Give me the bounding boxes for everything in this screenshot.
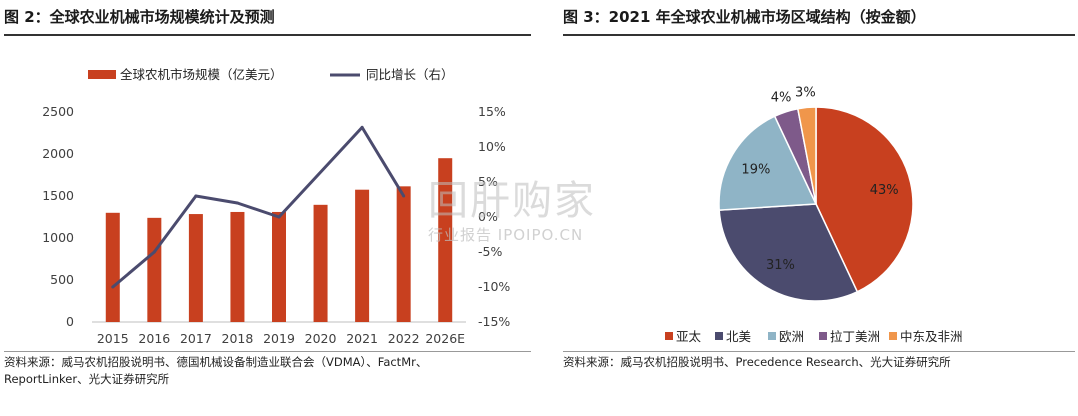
y2-tick-label: -10% xyxy=(478,279,510,294)
right-figure-title: 图 3：2021 年全球农业机械市场区域结构（按金额） xyxy=(563,8,926,26)
pie-value-label: 43% xyxy=(870,183,899,198)
right-source-line: 资料来源：威马农机招股说明书、Precedence Research、光大证券研… xyxy=(563,355,951,369)
x-tick-label: 2022 xyxy=(388,331,420,346)
market-size-chart: 全球农机市场规模（亿美元） 同比增长（右） 0 500 1000 1500 2000 2500… xyxy=(42,67,510,346)
pie-slice-2 xyxy=(718,115,818,211)
pie-slice-4 xyxy=(796,106,817,205)
bar-2018 xyxy=(230,211,245,322)
bar-2022 xyxy=(396,186,411,322)
x-tick-label: 2015 xyxy=(97,331,129,346)
y-tick-label: 1500 xyxy=(42,188,74,203)
left-title-rule xyxy=(4,34,531,36)
growth-point-2022 xyxy=(402,194,406,198)
x-tick-label: 2019 xyxy=(263,331,295,346)
legend-bar-swatch xyxy=(88,70,116,79)
y2-tick-label: -15% xyxy=(478,314,510,329)
x-tick-label: 2018 xyxy=(222,331,254,346)
pie-legend-swatch xyxy=(715,332,723,340)
pie-value-label: 19% xyxy=(741,162,770,177)
chart-legend: 全球农机市场规模（亿美元） 同比增长（右） xyxy=(88,67,454,82)
pie-slice-1 xyxy=(718,203,859,302)
y-tick-label: 2000 xyxy=(42,146,74,161)
pie-legend-label: 北美 xyxy=(726,329,751,344)
left-source-line-2: ReportLinker、光大证券研究所 xyxy=(4,372,170,386)
pie-legend: 亚太 北美 欧洲 拉丁美洲 中东及非洲 xyxy=(665,329,963,344)
pie-legend-label: 中东及非洲 xyxy=(900,329,963,344)
bar-2016 xyxy=(147,217,162,322)
y2-tick-label: 10% xyxy=(478,139,506,154)
pie-value-label: 31% xyxy=(766,258,795,273)
pie-legend-swatch xyxy=(889,332,897,340)
growth-point-2016 xyxy=(152,250,156,254)
pie-legend-swatch xyxy=(819,332,827,340)
y-tick-label: 2500 xyxy=(42,104,74,119)
growth-point-2019 xyxy=(277,215,281,219)
bar-2017 xyxy=(188,214,203,322)
pie-value-label: 4% xyxy=(771,91,792,106)
y2-tick-label: 0% xyxy=(478,209,498,224)
y2-tick-label: -5% xyxy=(478,244,502,259)
bar-2020 xyxy=(313,204,328,322)
y-tick-label: 500 xyxy=(50,272,74,287)
growth-point-2018 xyxy=(235,201,239,205)
region-share-chart: 43% 31% 19% 4% 3% 亚太 北美 欧洲 拉丁美洲 中东及非洲 xyxy=(665,86,963,344)
growth-point-2017 xyxy=(194,194,198,198)
bar-2019 xyxy=(272,211,286,322)
y-tick-label: 0 xyxy=(66,314,74,329)
x-tick-label: 2026E xyxy=(425,331,465,346)
pie-legend-swatch xyxy=(768,332,776,340)
left-figure-title: 图 2：全球农业机械市场规模统计及预测 xyxy=(4,8,275,26)
left-source-note: 资料来源：威马农机招股说明书、德国机械设备制造业联合会（VDMA）、FactMr… xyxy=(4,351,531,388)
x-tick-label: 2020 xyxy=(305,331,337,346)
pie-legend-label: 欧洲 xyxy=(779,329,804,344)
legend-bar-label: 全球农机市场规模（亿美元） xyxy=(120,67,283,82)
left-source-line-1: 资料来源：威马农机招股说明书、德国机械设备制造业联合会（VDMA）、FactMr… xyxy=(4,355,428,369)
right-title-rule xyxy=(563,34,1075,36)
y-tick-label: 1000 xyxy=(42,230,74,245)
bar-2026E xyxy=(438,158,453,322)
y2-tick-label: 15% xyxy=(478,104,506,119)
pie-value-label: 3% xyxy=(795,86,816,101)
x-tick-label: 2021 xyxy=(346,331,378,346)
pie-legend-swatch xyxy=(665,332,673,340)
x-tick-label: 2016 xyxy=(138,331,170,346)
pie-legend-label: 亚太 xyxy=(676,329,702,344)
growth-point-2021 xyxy=(360,125,364,129)
pie-legend-label: 拉丁美洲 xyxy=(830,329,880,344)
legend-line-label: 同比增长（右） xyxy=(366,67,454,82)
y2-tick-label: 5% xyxy=(478,174,498,189)
pie-slice-0 xyxy=(815,106,914,293)
bar-2021 xyxy=(355,189,370,322)
x-tick-label: 2017 xyxy=(180,331,212,346)
growth-point-2015 xyxy=(111,285,115,289)
right-source-note: 资料来源：威马农机招股说明书、Precedence Research、光大证券研… xyxy=(563,351,1075,371)
bar-2015 xyxy=(105,212,120,322)
